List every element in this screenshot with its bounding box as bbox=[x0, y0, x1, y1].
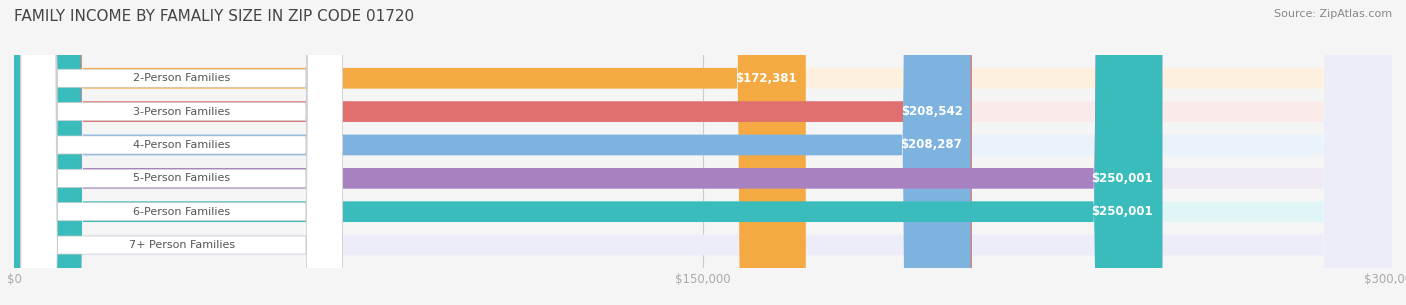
Text: 7+ Person Families: 7+ Person Families bbox=[128, 240, 235, 250]
FancyBboxPatch shape bbox=[21, 0, 343, 305]
Text: Source: ZipAtlas.com: Source: ZipAtlas.com bbox=[1274, 9, 1392, 19]
Text: FAMILY INCOME BY FAMALIY SIZE IN ZIP CODE 01720: FAMILY INCOME BY FAMALIY SIZE IN ZIP COD… bbox=[14, 9, 415, 24]
Text: $208,287: $208,287 bbox=[900, 138, 962, 152]
FancyBboxPatch shape bbox=[21, 0, 343, 305]
Text: 2-Person Families: 2-Person Families bbox=[134, 73, 231, 83]
Text: 6-Person Families: 6-Person Families bbox=[134, 207, 231, 217]
FancyBboxPatch shape bbox=[21, 0, 343, 305]
FancyBboxPatch shape bbox=[14, 0, 1392, 305]
Text: 5-Person Families: 5-Person Families bbox=[134, 173, 231, 183]
Text: 3-Person Families: 3-Person Families bbox=[134, 107, 231, 117]
FancyBboxPatch shape bbox=[14, 0, 1163, 305]
FancyBboxPatch shape bbox=[14, 0, 806, 305]
FancyBboxPatch shape bbox=[14, 0, 972, 305]
Text: $172,381: $172,381 bbox=[735, 72, 797, 85]
FancyBboxPatch shape bbox=[21, 0, 343, 305]
FancyBboxPatch shape bbox=[14, 0, 1163, 305]
FancyBboxPatch shape bbox=[14, 0, 970, 305]
FancyBboxPatch shape bbox=[14, 0, 1392, 305]
Text: $0: $0 bbox=[51, 239, 67, 252]
FancyBboxPatch shape bbox=[14, 0, 1392, 305]
Text: $250,001: $250,001 bbox=[1091, 172, 1153, 185]
Text: 4-Person Families: 4-Person Families bbox=[134, 140, 231, 150]
FancyBboxPatch shape bbox=[14, 0, 1392, 305]
FancyBboxPatch shape bbox=[14, 0, 1392, 305]
Text: $208,542: $208,542 bbox=[901, 105, 963, 118]
FancyBboxPatch shape bbox=[14, 0, 1392, 305]
FancyBboxPatch shape bbox=[21, 0, 343, 305]
FancyBboxPatch shape bbox=[21, 0, 343, 305]
Text: $250,001: $250,001 bbox=[1091, 205, 1153, 218]
